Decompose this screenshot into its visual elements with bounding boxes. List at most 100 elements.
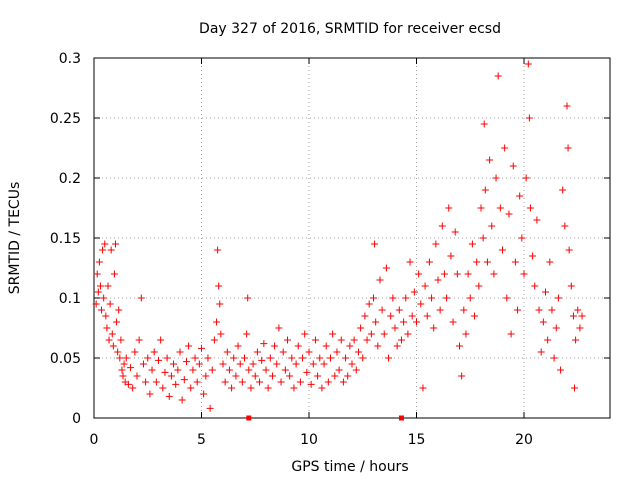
data-point — [105, 336, 113, 344]
data-point — [187, 384, 195, 392]
data-point — [481, 186, 489, 194]
data-point — [148, 366, 156, 374]
data-point — [331, 372, 339, 380]
data-point — [320, 360, 328, 368]
data-point — [110, 270, 118, 278]
data-point — [244, 294, 252, 302]
data-point — [277, 378, 285, 386]
data-point — [569, 312, 577, 320]
data-point — [505, 210, 513, 218]
data-point — [395, 306, 403, 314]
axis-ticks — [93, 57, 610, 419]
data-point — [385, 354, 393, 362]
data-point — [548, 306, 556, 314]
data-point — [119, 372, 127, 380]
data-point — [382, 264, 390, 272]
data-point — [258, 356, 266, 364]
data-point — [339, 378, 347, 386]
data-point — [486, 156, 494, 164]
data-point — [144, 354, 152, 362]
data-point — [103, 324, 111, 332]
data-point — [117, 336, 125, 344]
data-point — [180, 376, 188, 384]
data-point — [525, 114, 533, 122]
data-point — [477, 204, 485, 212]
data-point — [378, 306, 386, 314]
data-point — [531, 282, 539, 290]
x-tick-labels: 0 5 10 15 20 — [90, 432, 533, 448]
data-point — [479, 234, 487, 242]
data-point — [428, 294, 436, 302]
data-point — [374, 342, 382, 350]
data-point — [155, 356, 162, 364]
data-point — [389, 294, 397, 302]
y-tick-labels: 0 0.05 0.1 0.15 0.2 0.25 0.3 — [50, 51, 81, 427]
chart-title: Day 327 of 2016, SRMTID for receiver ecs… — [199, 21, 501, 37]
x-tick-label: 0 — [90, 432, 99, 448]
data-point — [462, 330, 470, 338]
data-point — [161, 368, 169, 376]
data-point — [131, 348, 139, 356]
data-point — [281, 366, 289, 374]
data-point — [529, 252, 537, 260]
data-point — [264, 384, 272, 392]
data-point — [193, 378, 201, 386]
data-point — [279, 348, 287, 356]
data-point — [473, 258, 481, 266]
data-point — [393, 342, 401, 350]
data-point — [275, 324, 283, 332]
data-point — [204, 354, 212, 362]
y-tick-label: 0.3 — [59, 51, 81, 67]
data-point — [137, 294, 145, 302]
data-point — [247, 384, 255, 392]
data-point — [236, 360, 244, 368]
data-point — [120, 360, 128, 368]
data-point — [417, 300, 425, 308]
data-point — [256, 378, 264, 386]
data-point — [406, 258, 414, 266]
data-point — [546, 258, 554, 266]
data-point — [305, 348, 313, 356]
data-point — [182, 358, 190, 366]
data-point — [552, 324, 560, 332]
data-point — [480, 120, 488, 128]
data-point — [440, 270, 448, 278]
data-point — [202, 372, 210, 380]
data-point — [108, 330, 116, 338]
data-point — [178, 396, 186, 404]
data-point — [415, 270, 423, 278]
x-tick-label: 15 — [408, 432, 426, 448]
data-point — [451, 228, 459, 236]
data-point — [124, 380, 132, 388]
data-point — [253, 348, 261, 356]
data-point — [561, 222, 569, 230]
data-point — [189, 366, 197, 374]
data-point — [483, 258, 491, 266]
data-point — [434, 276, 442, 284]
data-point — [303, 368, 311, 376]
data-point — [565, 246, 573, 254]
data-point — [200, 390, 208, 398]
data-point — [408, 312, 416, 320]
y-tick-label: 0 — [72, 411, 81, 427]
y-tick-label: 0.25 — [50, 111, 81, 127]
data-point — [230, 354, 238, 362]
data-point — [400, 318, 408, 326]
data-point — [516, 192, 524, 200]
data-point — [299, 354, 307, 362]
data-point — [488, 222, 496, 230]
data-point — [232, 372, 240, 380]
data-point — [564, 144, 572, 152]
data-point — [578, 312, 586, 320]
data-point — [387, 312, 395, 320]
data-point — [520, 270, 528, 278]
data-point — [268, 372, 276, 380]
data-point — [475, 282, 483, 290]
data-point — [195, 360, 203, 368]
data-point — [539, 318, 547, 326]
y-axis-label: SRMTID / TECUs — [7, 182, 23, 295]
data-point — [92, 300, 100, 308]
data-point — [93, 270, 101, 278]
data-point — [376, 276, 384, 284]
data-point — [213, 318, 221, 326]
